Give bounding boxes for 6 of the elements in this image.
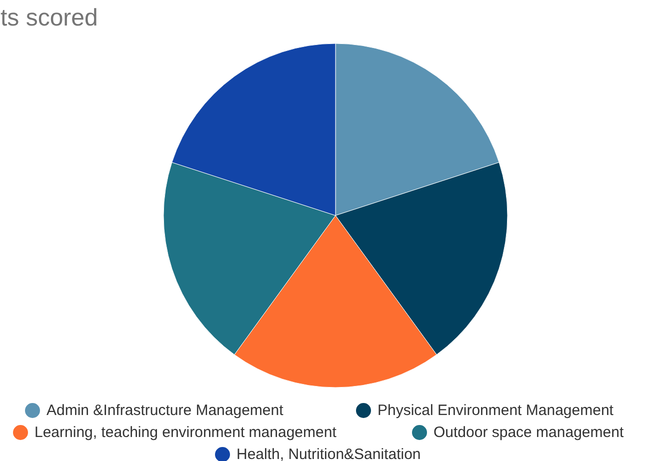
legend-label: Learning, teaching environment management (34, 424, 338, 441)
chart-title: ts scored (0, 4, 98, 32)
legend-label: Physical Environment Management (378, 402, 614, 419)
legend-label: Health, Nutrition&Sanitation (236, 446, 421, 461)
legend-label: Admin &Infrastructure Management (46, 402, 284, 419)
legend-label: Outdoor space management (434, 424, 624, 441)
